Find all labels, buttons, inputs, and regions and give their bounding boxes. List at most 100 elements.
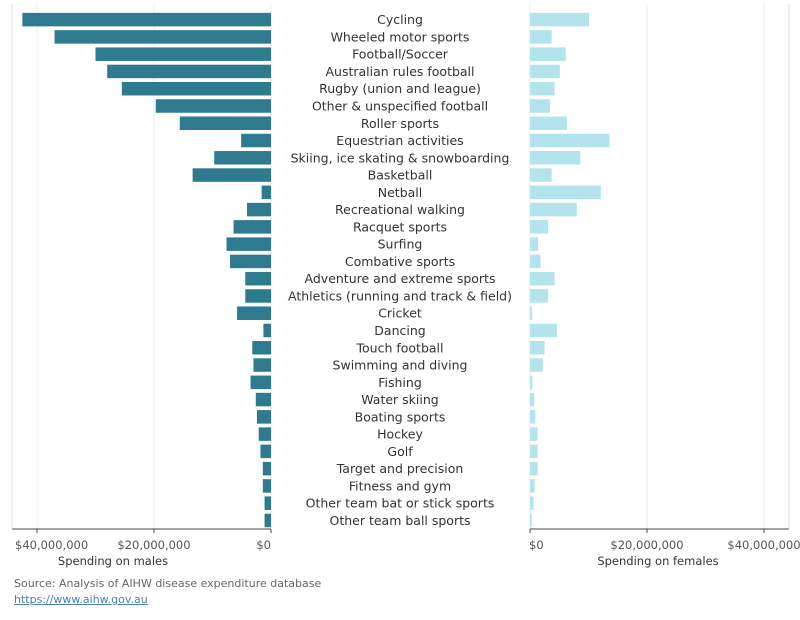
category-label: Fishing <box>378 375 422 390</box>
female-bar <box>530 323 557 338</box>
female-axis-title: Spending on females <box>597 554 718 568</box>
category-label: Rugby (union and league) <box>319 81 481 96</box>
category-label: Boating sports <box>355 409 446 424</box>
female-bar <box>530 289 549 303</box>
male-bar <box>263 323 271 338</box>
female-bar <box>530 202 577 217</box>
female-bar <box>530 479 535 493</box>
female-bar <box>530 306 533 320</box>
female-bar <box>530 341 545 355</box>
category-label: Other & unspecified football <box>312 98 488 113</box>
female-bar <box>530 237 539 251</box>
male-bar <box>237 306 271 320</box>
male-axis-title: Spending on males <box>58 554 168 568</box>
female-bar <box>530 254 541 269</box>
female-bar <box>530 168 552 182</box>
male-bar <box>260 444 271 459</box>
category-label: Equestrian activities <box>336 133 463 148</box>
category-label: Golf <box>387 444 413 459</box>
female-tick-label: $40,000,000 <box>727 538 800 552</box>
male-tick-label: $40,000,000 <box>15 538 88 552</box>
female-bar <box>530 151 581 165</box>
male-bar <box>262 479 271 493</box>
category-label: Football/Soccer <box>352 47 449 62</box>
male-bar <box>233 220 271 234</box>
butterfly-bar-chart: Cycling Wheeled motor sports Football/Socc… <box>11 4 800 568</box>
category-label: Surfing <box>378 237 423 252</box>
male-bar <box>155 99 271 113</box>
female-tick-label: $20,000,000 <box>610 538 683 552</box>
male-bar <box>245 271 271 286</box>
category-label: Other team ball sports <box>329 513 470 528</box>
category-label: Wheeled motor sports <box>331 29 470 44</box>
female-bar <box>530 271 555 286</box>
male-bar <box>262 461 271 476</box>
male-bar <box>258 427 271 441</box>
female-bar <box>530 461 538 476</box>
male-tick-label: $20,000,000 <box>117 538 190 552</box>
category-label: Recreational walking <box>335 202 465 217</box>
male-bar <box>230 254 271 269</box>
female-bar <box>530 392 535 407</box>
category-label: Target and precision <box>336 461 464 476</box>
category-label: Other team bat or stick sports <box>306 496 495 511</box>
category-label: Combative sports <box>345 254 455 269</box>
category-label: Athletics (running and track & field) <box>288 288 512 303</box>
male-bar <box>214 151 271 165</box>
category-label: Touch football <box>356 340 444 355</box>
female-bar <box>530 64 560 79</box>
female-bar <box>530 444 538 459</box>
female-bar <box>530 358 543 372</box>
female-bar <box>530 496 534 510</box>
male-bar <box>253 358 271 372</box>
category-label: Dancing <box>374 323 425 338</box>
male-bar <box>107 64 271 79</box>
male-bar <box>241 133 271 148</box>
male-bar <box>250 375 271 390</box>
female-bar <box>530 375 533 390</box>
male-bar <box>179 116 271 131</box>
male-bar <box>252 341 271 355</box>
female-bar <box>530 513 532 528</box>
male-bar <box>121 81 271 96</box>
category-label: Cricket <box>378 306 422 321</box>
male-bar <box>255 392 271 407</box>
category-label: Skiing, ice skating & snowboarding <box>291 150 510 165</box>
category-label: Basketball <box>368 168 433 183</box>
female-bar <box>530 99 550 113</box>
male-bar <box>264 513 271 528</box>
category-label: Adventure and extreme sports <box>305 271 496 286</box>
male-bar <box>54 30 271 44</box>
male-bar <box>192 168 271 182</box>
female-bar <box>530 30 552 44</box>
category-label: Cycling <box>377 12 423 27</box>
female-bar <box>530 81 555 96</box>
female-bar <box>530 12 590 27</box>
source-note: Source: Analysis of AIHW disease expendi… <box>14 577 322 590</box>
female-bar <box>530 47 566 61</box>
category-label: Swimming and diving <box>333 358 468 373</box>
male-bar <box>226 237 271 251</box>
category-label: Australian rules football <box>325 64 474 79</box>
category-label: Netball <box>378 185 422 200</box>
male-bar <box>256 410 271 424</box>
category-label: Fitness and gym <box>349 478 451 493</box>
category-label: Roller sports <box>361 116 439 131</box>
male-bar <box>22 12 271 27</box>
female-bar <box>530 185 601 200</box>
category-label: Racquet sports <box>353 219 447 234</box>
female-bar <box>530 220 549 234</box>
female-tick-label: $0 <box>529 538 544 552</box>
male-bar <box>245 289 271 303</box>
male-tick-label: $0 <box>256 538 271 552</box>
category-label: Water skiing <box>361 392 438 407</box>
male-bar <box>261 185 271 200</box>
source-link[interactable]: https://www.aihw.gov.au <box>14 593 148 606</box>
female-bar <box>530 410 536 424</box>
female-bar <box>530 116 567 131</box>
female-bar <box>530 133 610 148</box>
male-bar <box>264 496 271 510</box>
category-label: Hockey <box>377 427 423 442</box>
female-bar <box>530 427 538 441</box>
male-bar <box>95 47 271 61</box>
